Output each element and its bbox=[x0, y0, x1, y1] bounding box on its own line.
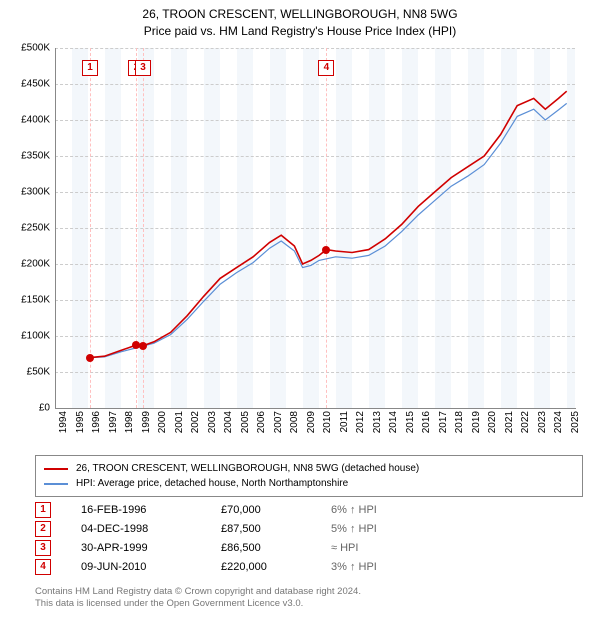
transaction-row: 4 09-JUN-2010£220,0003% ↑ HPI bbox=[35, 557, 461, 576]
xtick-label: 2014 bbox=[388, 411, 399, 433]
footer-line-2: This data is licensed under the Open Gov… bbox=[35, 598, 361, 610]
transaction-marker: 4 bbox=[35, 559, 51, 575]
ytick-label: £400K bbox=[5, 115, 50, 126]
xtick-label: 2019 bbox=[471, 411, 482, 433]
transaction-row: 1 16-FEB-1996£70,0006% ↑ HPI bbox=[35, 500, 461, 519]
xtick-label: 2007 bbox=[273, 411, 284, 433]
legend-swatch bbox=[44, 483, 68, 485]
title-block: 26, TROON CRESCENT, WELLINGBOROUGH, NN8 … bbox=[0, 0, 600, 40]
event-marker-box: 1 bbox=[82, 60, 98, 76]
title-line-1: 26, TROON CRESCENT, WELLINGBOROUGH, NN8 … bbox=[0, 6, 600, 23]
transaction-date: 09-JUN-2010 bbox=[81, 561, 221, 573]
event-dot bbox=[322, 246, 330, 254]
transaction-marker: 1 bbox=[35, 502, 51, 518]
xtick-label: 2010 bbox=[322, 411, 333, 433]
legend-label: 26, TROON CRESCENT, WELLINGBOROUGH, NN8 … bbox=[76, 461, 419, 476]
title-line-2: Price paid vs. HM Land Registry's House … bbox=[0, 23, 600, 40]
xtick-label: 2006 bbox=[256, 411, 267, 433]
xtick-label: 1999 bbox=[141, 411, 152, 433]
xtick-label: 2013 bbox=[372, 411, 383, 433]
event-dot bbox=[139, 342, 147, 350]
transaction-diff: 5% ↑ HPI bbox=[331, 523, 461, 535]
transaction-diff: 3% ↑ HPI bbox=[331, 561, 461, 573]
transaction-row: 2 04-DEC-1998£87,5005% ↑ HPI bbox=[35, 519, 461, 538]
legend-box: 26, TROON CRESCENT, WELLINGBOROUGH, NN8 … bbox=[35, 455, 583, 497]
transaction-diff: 6% ↑ HPI bbox=[331, 504, 461, 516]
transaction-table: 116-FEB-1996£70,0006% ↑ HPI204-DEC-1998£… bbox=[35, 500, 461, 576]
ytick-label: £300K bbox=[5, 187, 50, 198]
transaction-diff: ≈ HPI bbox=[331, 542, 461, 554]
ytick-label: £100K bbox=[5, 331, 50, 342]
xtick-label: 2020 bbox=[487, 411, 498, 433]
legend-row: 26, TROON CRESCENT, WELLINGBOROUGH, NN8 … bbox=[44, 461, 574, 476]
ytick-label: £200K bbox=[5, 259, 50, 270]
ytick-label: £450K bbox=[5, 79, 50, 90]
chart-lines-svg bbox=[55, 48, 575, 408]
xtick-label: 2001 bbox=[174, 411, 185, 433]
xtick-label: 2024 bbox=[553, 411, 564, 433]
xtick-label: 1995 bbox=[75, 411, 86, 433]
ytick-label: £350K bbox=[5, 151, 50, 162]
transaction-price: £86,500 bbox=[221, 542, 331, 554]
ytick-label: £500K bbox=[5, 43, 50, 54]
xtick-label: 1994 bbox=[58, 411, 69, 433]
xtick-label: 1997 bbox=[108, 411, 119, 433]
xtick-label: 1998 bbox=[124, 411, 135, 433]
xtick-label: 2005 bbox=[240, 411, 251, 433]
xtick-label: 2012 bbox=[355, 411, 366, 433]
xtick-label: 2015 bbox=[405, 411, 416, 433]
chart-plot-area: 1234 £0£50K£100K£150K£200K£250K£300K£350… bbox=[55, 48, 575, 408]
event-marker-box: 3 bbox=[135, 60, 151, 76]
legend-swatch bbox=[44, 468, 68, 470]
ytick-label: £150K bbox=[5, 295, 50, 306]
legend-label: HPI: Average price, detached house, Nort… bbox=[76, 476, 348, 491]
event-dot bbox=[86, 354, 94, 362]
footer-line-1: Contains HM Land Registry data © Crown c… bbox=[35, 586, 361, 598]
xtick-label: 2011 bbox=[339, 411, 350, 433]
event-marker-box: 4 bbox=[318, 60, 334, 76]
xtick-label: 2008 bbox=[289, 411, 300, 433]
property-line bbox=[90, 91, 567, 357]
transaction-price: £220,000 bbox=[221, 561, 331, 573]
xtick-label: 2021 bbox=[504, 411, 515, 433]
xtick-label: 2009 bbox=[306, 411, 317, 433]
ytick-label: £50K bbox=[5, 367, 50, 378]
xtick-label: 2017 bbox=[438, 411, 449, 433]
transaction-date: 04-DEC-1998 bbox=[81, 523, 221, 535]
xtick-label: 2016 bbox=[421, 411, 432, 433]
xtick-label: 2018 bbox=[454, 411, 465, 433]
xtick-label: 2023 bbox=[537, 411, 548, 433]
ytick-label: £250K bbox=[5, 223, 50, 234]
legend-row: HPI: Average price, detached house, Nort… bbox=[44, 476, 574, 491]
xtick-label: 2002 bbox=[190, 411, 201, 433]
xtick-label: 1996 bbox=[91, 411, 102, 433]
ytick-label: £0 bbox=[5, 403, 50, 414]
transaction-date: 16-FEB-1996 bbox=[81, 504, 221, 516]
xtick-label: 2003 bbox=[207, 411, 218, 433]
chart-container: 26, TROON CRESCENT, WELLINGBOROUGH, NN8 … bbox=[0, 0, 600, 620]
xtick-label: 2000 bbox=[157, 411, 168, 433]
transaction-row: 3 30-APR-1999£86,500≈ HPI bbox=[35, 538, 461, 557]
transaction-date: 30-APR-1999 bbox=[81, 542, 221, 554]
transaction-price: £87,500 bbox=[221, 523, 331, 535]
xtick-label: 2022 bbox=[520, 411, 531, 433]
footer-attribution: Contains HM Land Registry data © Crown c… bbox=[35, 586, 361, 611]
xtick-label: 2004 bbox=[223, 411, 234, 433]
transaction-marker: 2 bbox=[35, 521, 51, 537]
xtick-label: 2025 bbox=[570, 411, 581, 433]
transaction-price: £70,000 bbox=[221, 504, 331, 516]
transaction-marker: 3 bbox=[35, 540, 51, 556]
